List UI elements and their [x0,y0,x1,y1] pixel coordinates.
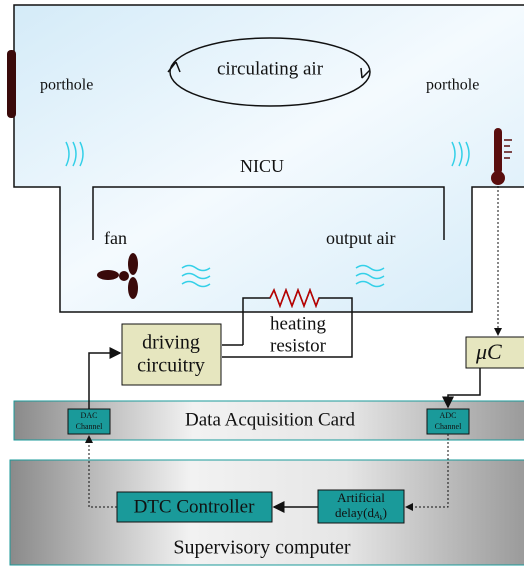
porthole [7,50,16,118]
air-loop [169,37,371,107]
controller-label: DTC Controller [134,496,256,517]
adc-link [405,434,449,511]
delay-sub: k [380,514,384,522]
driver-box [121,323,222,386]
delay-box [317,489,405,524]
delay-sub: A [373,510,380,520]
micro-box [465,336,524,369]
dac-arrow [88,347,122,409]
incubator-body [14,5,524,312]
porthole-label: porthole [426,77,479,94]
driver-label: driving [142,332,200,354]
output-label: output air [326,228,396,248]
micro-label: μC [475,339,502,364]
heat-waves [65,141,470,288]
delay-text: delay(d [335,505,374,520]
dac-label: DAC [81,411,98,420]
delay-label: Artificial [337,490,385,505]
dac-label: Channel [76,422,103,431]
driver-label: circuitry [137,355,205,377]
adc-box [426,408,470,435]
thermometer [491,128,512,185]
nicu-label: NICU [240,156,284,176]
delay-label: delay(dAk) [335,505,387,522]
control-link [85,435,117,508]
computer-box [9,459,524,566]
fan-label: fan [104,228,127,248]
adc-label: Channel [435,422,462,431]
duct [92,186,445,240]
resistor [269,287,320,309]
adc-arrow [442,368,481,409]
fan [97,253,138,299]
delay-text: ) [383,505,387,520]
daq-label: Data Acquisition Card [185,409,355,430]
air-arrows [167,61,371,79]
controller-box [116,491,273,523]
porthole-label: porthole [40,77,93,94]
heater-label: heating [270,313,326,334]
heater-label: resistor [270,335,327,356]
adc-label: ADC [440,411,457,420]
computer-label: Supervisory computer [173,537,351,559]
incubator-outline [13,4,524,313]
flow-label: circulating air [217,58,324,79]
